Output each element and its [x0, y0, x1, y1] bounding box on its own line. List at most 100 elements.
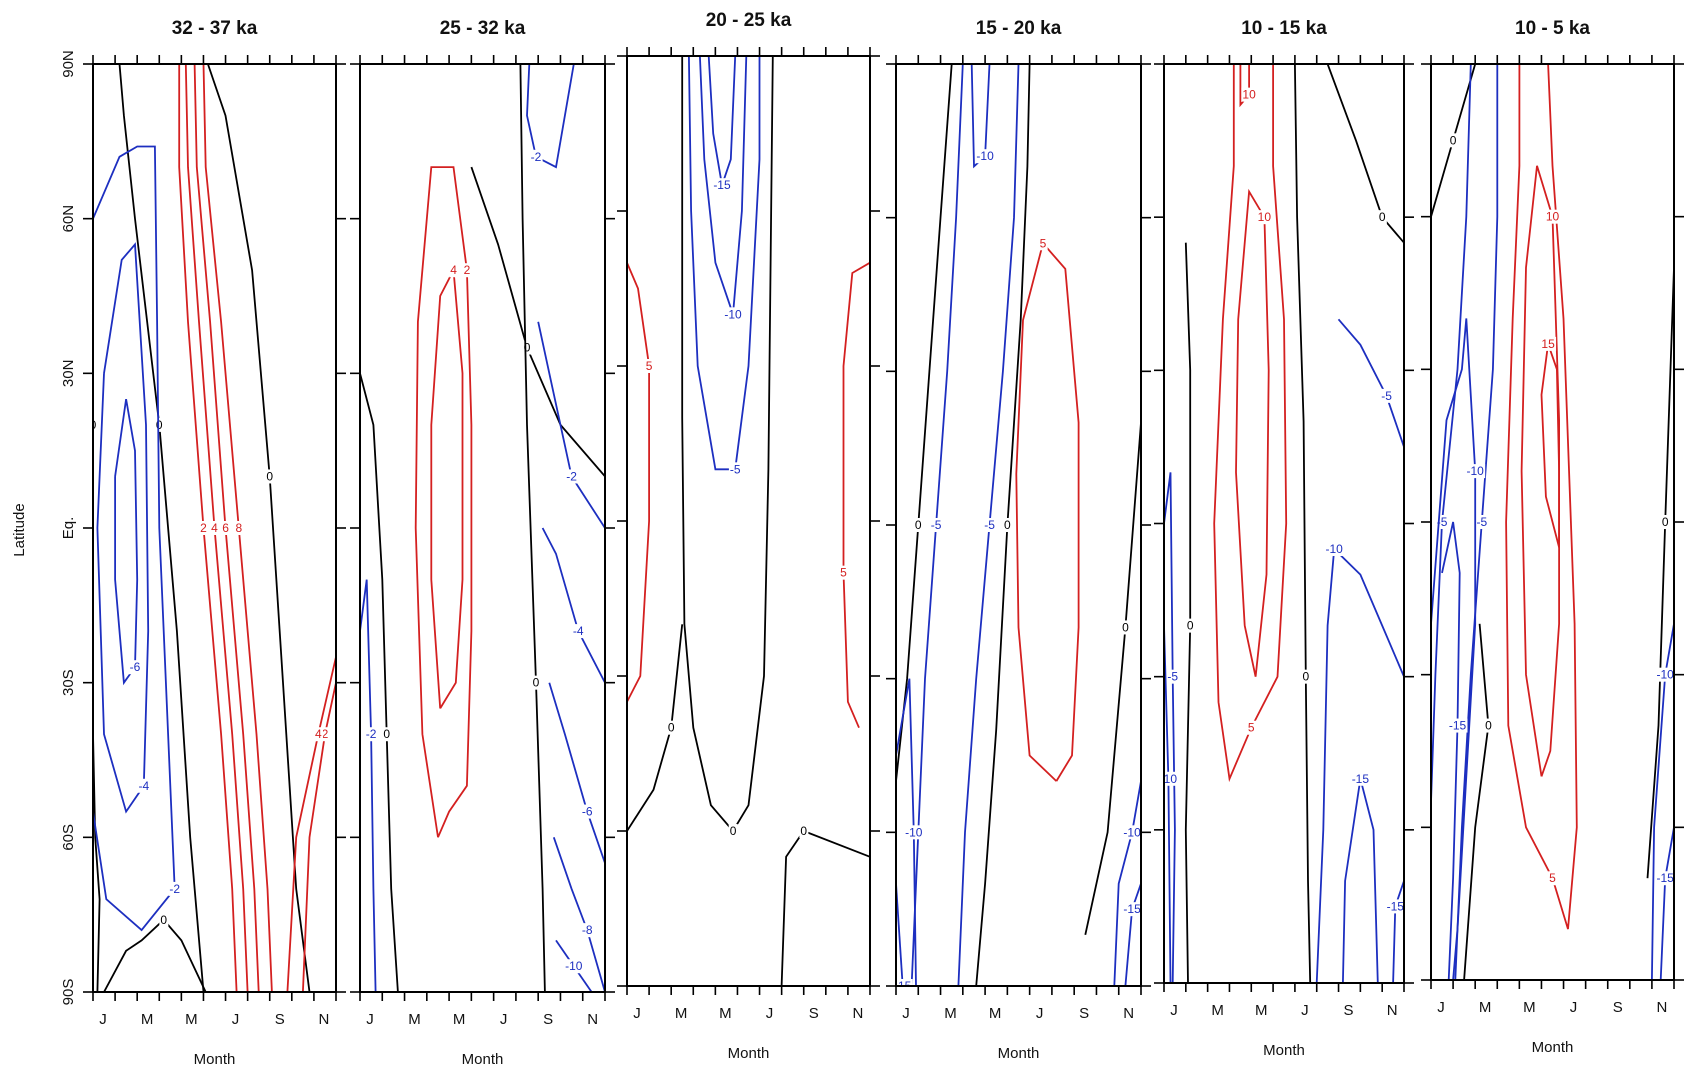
contour-label-bg [1380, 388, 1394, 403]
contour-label-bg [565, 469, 579, 484]
contour-label-bg [1484, 718, 1494, 733]
contour-label: -10 [1326, 542, 1344, 556]
contour-label-bg [320, 727, 330, 742]
contour-line [1505, 64, 1578, 930]
contour-line [1441, 521, 1461, 980]
contour-label-bg [839, 565, 849, 580]
x-tick-label: M [453, 1011, 466, 1028]
y-tick-label: 30N [60, 360, 77, 388]
y-tick-label: Eq. [60, 517, 77, 540]
x-tick-label: M [185, 1011, 198, 1028]
contour-label-bg [364, 727, 378, 742]
contour-label: -10 [1467, 464, 1485, 478]
x-tick-label: J [766, 1005, 774, 1022]
contour-label-bg [221, 521, 231, 535]
contour-line [1184, 242, 1192, 983]
x-tick-label: S [1613, 999, 1623, 1016]
contour-label: -8 [582, 923, 593, 937]
panel-6: 10 - 5 ka 0 0 0 -5 -5 -10 -15 -10 -15 5 10 15 J M M J S N M… [1421, 18, 1684, 1056]
contour-label: 0 [1485, 719, 1492, 733]
contour-label-bg [728, 824, 738, 838]
contour-label-bg [1448, 133, 1458, 148]
contour-label-bg [1301, 669, 1311, 684]
panel-5: 10 - 15 ka 0 0 0 5 10 10 -5 -5 -10 -10 -15 -15 J M M J S N… [1154, 18, 1414, 1059]
contour-label: -6 [130, 660, 141, 674]
contour-label: -6 [582, 805, 593, 819]
x-tick-label: S [1079, 1005, 1089, 1022]
contour-label-bg [1122, 825, 1141, 840]
contour-label: -5 [931, 518, 942, 532]
contour-line [430, 267, 464, 709]
contour-label: 0 [1662, 515, 1669, 529]
contour-label-bg [644, 359, 654, 373]
contour-label: 0 [1187, 619, 1194, 633]
contour-line [1124, 883, 1141, 986]
panel-frame [1163, 63, 1405, 984]
contour-label: -10 [1656, 668, 1674, 682]
contour-label-bg [449, 263, 459, 278]
contour-label-bg [1385, 899, 1404, 914]
contour-line [414, 166, 473, 838]
contour-label-bg [93, 417, 98, 432]
x-tick-label: J [366, 1011, 374, 1028]
contour-label-bg [1185, 618, 1195, 633]
contour-label: 8 [235, 521, 242, 535]
contour-line [707, 56, 737, 186]
x-tick-label: J [1301, 1002, 1309, 1019]
contour-label-bg [234, 521, 244, 535]
contour-label-bg [1465, 464, 1486, 479]
contour-label-bg [1544, 209, 1561, 224]
contour-label-bg [462, 263, 472, 278]
contour-label: 0 [533, 676, 540, 690]
contour-label-bg [1122, 902, 1141, 917]
contour-label: 4 [315, 727, 322, 741]
contour-label: -10 [565, 959, 583, 973]
contour-line [699, 56, 748, 315]
contour-label-bg [580, 804, 594, 819]
y-tick-label: 90S [60, 979, 77, 1006]
contour-label-bg [1548, 871, 1558, 886]
x-tick-label: M [1255, 1002, 1268, 1019]
contour-label-bg [728, 462, 742, 477]
x-tick-label: J [99, 1011, 107, 1028]
contour-label: 0 [915, 518, 922, 532]
contour-line [103, 918, 207, 992]
panel-4: 15 - 20 ka 0 0 0 -5 -5 -10 -10 -15 -10 -15 5 J M M J S N M… [886, 18, 1151, 1062]
contour-lines: 0 0 0 5 10 10 -5 -5 -10 -10 -15 -15 [1164, 64, 1404, 983]
contour-label-bg [1121, 620, 1131, 635]
contour-label-bg [128, 660, 142, 675]
x-axis-title: Month [462, 1051, 504, 1068]
contour-label: -15 [1352, 772, 1370, 786]
contour-line [688, 56, 761, 471]
contour-label: 0 [1122, 620, 1129, 634]
contour-label: 0 [730, 824, 737, 838]
x-axis-title: Month [1263, 1042, 1305, 1059]
contour-label-bg [265, 469, 275, 484]
contour-label: 0 [266, 469, 273, 483]
contour-label-bg [210, 521, 220, 535]
contour-label-bg [1324, 542, 1345, 557]
contour-line [1337, 318, 1404, 448]
contour-line [93, 64, 101, 992]
contour-line [1235, 188, 1270, 677]
y-tick-label: 90N [60, 50, 77, 78]
panel-2: 25 - 32 ka 0 0 0 24 -2 -2 -2 -4 -6 -8 -10 J M M J S N Mont… [350, 18, 615, 1068]
contour-label-bg [929, 518, 943, 532]
x-tick-label: M [944, 1005, 957, 1022]
contour-line [896, 883, 904, 986]
contour-label-bg [531, 675, 541, 690]
contour-line [548, 682, 605, 864]
contour-label: 6 [222, 521, 229, 535]
contour-line [1326, 64, 1404, 244]
contour-label-bg [1540, 336, 1557, 351]
y-tick-label: 60S [60, 824, 77, 851]
contour-label: -2 [566, 469, 577, 483]
contour-line [541, 527, 605, 684]
contour-label-bg [564, 959, 584, 974]
contour-label: 10 [1546, 210, 1560, 224]
y-tick-label: 30S [60, 669, 77, 696]
contour-line [552, 837, 605, 992]
x-tick-label: N [318, 1011, 329, 1028]
